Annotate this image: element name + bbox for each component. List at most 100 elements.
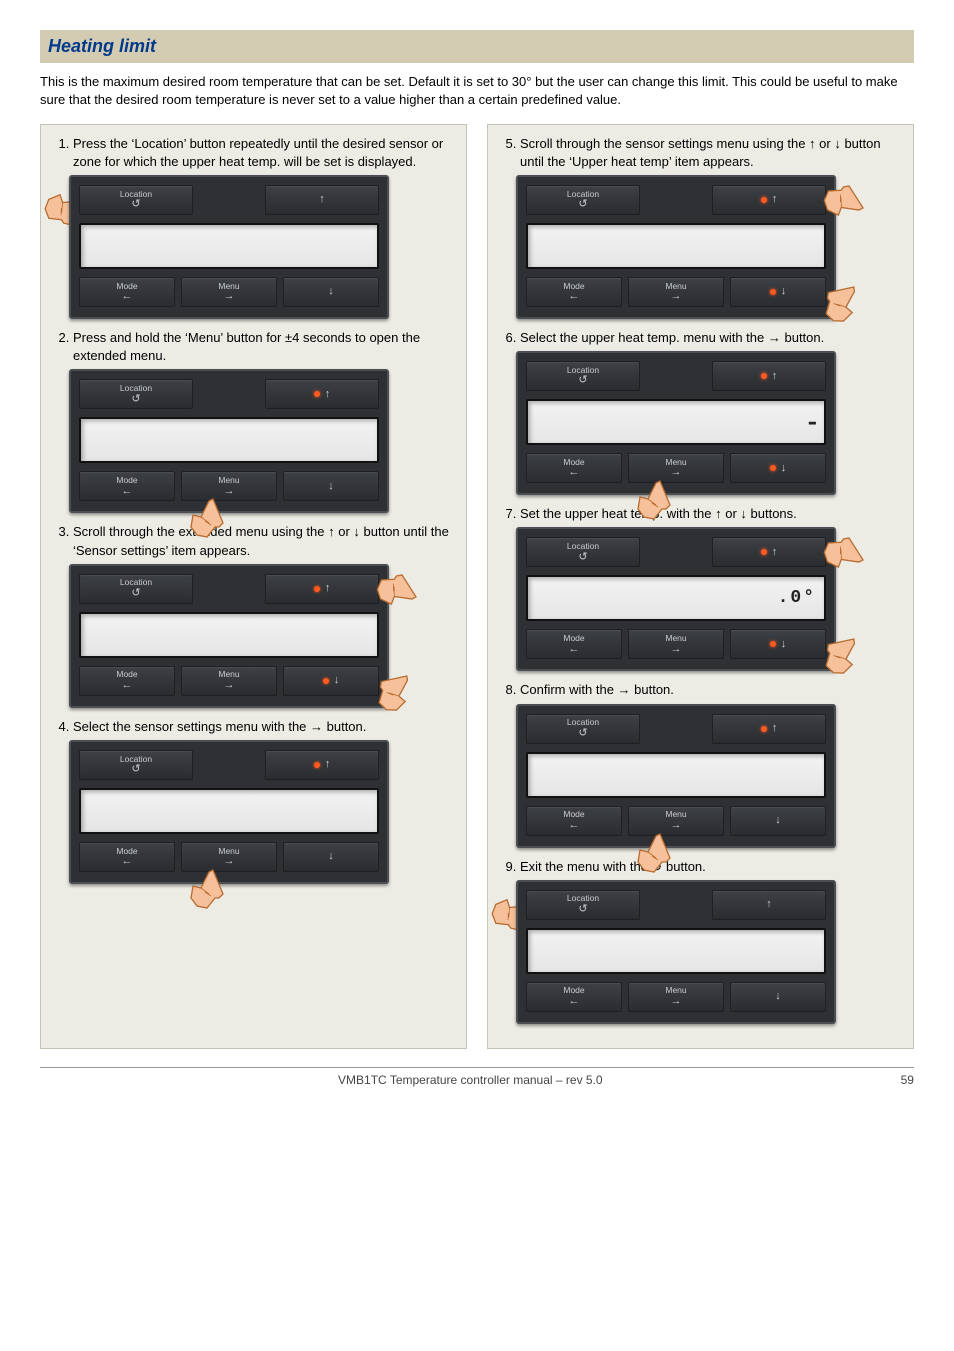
page-footer: VMB1TC Temperature controller manual – r…: [40, 1067, 914, 1089]
location-button[interactable]: Location↺: [526, 361, 640, 391]
down-button[interactable]: ↓: [730, 982, 826, 1012]
down-button[interactable]: ↓: [730, 629, 826, 659]
menu-button[interactable]: Menu→: [628, 453, 724, 483]
up-button[interactable]: ↑: [265, 574, 379, 604]
device-panel: Location↺ ↑ .0° Mode← Menu→ ↓: [516, 527, 836, 671]
lcd-screen: [526, 928, 826, 974]
lcd-screen: [526, 223, 826, 269]
mode-button[interactable]: Mode←: [79, 666, 175, 696]
led-icon: [761, 373, 767, 379]
device-panel: Location↺ ↑ Mode← Menu→ ↓: [69, 175, 389, 319]
lcd-screen: [79, 417, 379, 463]
step-5-text: Scroll through the sensor settings menu …: [520, 135, 903, 171]
down-button[interactable]: ↓: [283, 842, 379, 872]
down-button[interactable]: ↓: [730, 806, 826, 836]
location-button[interactable]: Location↺: [526, 185, 640, 215]
lcd-screen: [79, 788, 379, 834]
up-button[interactable]: ↑: [265, 379, 379, 409]
left-column: Press the ‘Location’ button repeatedly u…: [40, 124, 467, 1049]
step-5: Scroll through the sensor settings menu …: [520, 135, 903, 319]
step-8-text: Confirm with the → button.: [520, 681, 903, 699]
down-button[interactable]: ↓: [730, 277, 826, 307]
mode-button[interactable]: Mode←: [79, 842, 175, 872]
led-icon: [770, 289, 776, 295]
menu-button[interactable]: Menu→: [628, 806, 724, 836]
step-8: Confirm with the → button. Location↺ ↑ M…: [520, 681, 903, 847]
step-9: Exit the menu with the ↺ button. Locatio…: [520, 858, 903, 1024]
device-panel: Location↺ ↑ Mode← Menu→ ↓: [69, 564, 389, 708]
mode-button[interactable]: Mode←: [526, 806, 622, 836]
menu-button[interactable]: Menu→: [628, 629, 724, 659]
intro-text: This is the maximum desired room tempera…: [40, 73, 914, 109]
led-icon: [770, 641, 776, 647]
led-icon: [314, 586, 320, 592]
location-button[interactable]: Location↺: [79, 574, 193, 604]
menu-button[interactable]: Menu→: [181, 666, 277, 696]
up-button[interactable]: ↑: [712, 890, 826, 920]
lcd-screen: [79, 223, 379, 269]
step-6: Select the upper heat temp. menu with th…: [520, 329, 903, 495]
location-button[interactable]: Location↺: [79, 379, 193, 409]
mode-button[interactable]: Mode←: [79, 471, 175, 501]
footer-page: 59: [901, 1072, 914, 1089]
up-button[interactable]: ↑: [265, 185, 379, 215]
led-icon: [761, 197, 767, 203]
step-4: Select the sensor settings menu with the…: [73, 718, 456, 884]
led-icon: [314, 391, 320, 397]
device-panel: Location↺ ↑ Mode← Menu→ ↓: [69, 369, 389, 513]
device-panel: Location↺ ↑ Mode← Menu→ ↓: [516, 880, 836, 1024]
mode-button[interactable]: Mode←: [526, 982, 622, 1012]
lcd-screen: ▬: [526, 399, 826, 445]
led-icon: [770, 465, 776, 471]
up-button[interactable]: ↑: [712, 361, 826, 391]
led-icon: [314, 762, 320, 768]
location-button[interactable]: Location↺: [79, 750, 193, 780]
step-1: Press the ‘Location’ button repeatedly u…: [73, 135, 456, 319]
location-button[interactable]: Location↺: [526, 537, 640, 567]
step-2: Press and hold the ‘Menu’ button for ±4 …: [73, 329, 456, 513]
down-button[interactable]: ↓: [283, 471, 379, 501]
lcd-screen: .0°: [526, 575, 826, 621]
step-9-text: Exit the menu with the ↺ button.: [520, 858, 903, 876]
lcd-dash: ▬: [809, 414, 816, 431]
menu-button[interactable]: Menu→: [181, 842, 277, 872]
menu-button[interactable]: Menu→: [628, 277, 724, 307]
lcd-screen: [79, 612, 379, 658]
led-icon: [761, 726, 767, 732]
step-6-text: Select the upper heat temp. menu with th…: [520, 329, 903, 347]
step-3-text: Scroll through the extended menu using t…: [73, 523, 456, 559]
two-column-layout: Press the ‘Location’ button repeatedly u…: [40, 124, 914, 1049]
step-2-text: Press and hold the ‘Menu’ button for ±4 …: [73, 329, 456, 365]
device-panel: Location↺ ↑ Mode← Menu→ ↓: [69, 740, 389, 884]
mode-button[interactable]: Mode←: [526, 277, 622, 307]
step-1-text: Press the ‘Location’ button repeatedly u…: [73, 135, 456, 171]
down-button[interactable]: ↓: [283, 277, 379, 307]
mode-button[interactable]: Mode←: [526, 629, 622, 659]
right-column: Scroll through the sensor settings menu …: [487, 124, 914, 1049]
footer-center: VMB1TC Temperature controller manual – r…: [338, 1072, 603, 1089]
location-button[interactable]: Location↺: [526, 890, 640, 920]
menu-button[interactable]: Menu→: [628, 982, 724, 1012]
step-4-text: Select the sensor settings menu with the…: [73, 718, 456, 736]
device-panel: Location↺ ↑ ▬ Mode← Menu→ ↓: [516, 351, 836, 495]
up-button[interactable]: ↑: [712, 714, 826, 744]
menu-button[interactable]: Menu→: [181, 277, 277, 307]
down-button[interactable]: ↓: [730, 453, 826, 483]
device-panel: Location↺ ↑ Mode← Menu→ ↓: [516, 704, 836, 848]
mode-button[interactable]: Mode←: [526, 453, 622, 483]
led-icon: [761, 549, 767, 555]
step-7: Set the upper heat temp. with the ↑ or ↓…: [520, 505, 903, 671]
device-panel: Location↺ ↑ Mode← Menu→ ↓: [516, 175, 836, 319]
section-title: Heating limit: [40, 30, 914, 63]
mode-button[interactable]: Mode←: [79, 277, 175, 307]
location-button[interactable]: Location↺: [79, 185, 193, 215]
lcd-screen: [526, 752, 826, 798]
down-button[interactable]: ↓: [283, 666, 379, 696]
location-button[interactable]: Location↺: [526, 714, 640, 744]
step-3: Scroll through the extended menu using t…: [73, 523, 456, 707]
up-button[interactable]: ↑: [712, 185, 826, 215]
led-icon: [323, 678, 329, 684]
up-button[interactable]: ↑: [712, 537, 826, 567]
up-button[interactable]: ↑: [265, 750, 379, 780]
menu-button[interactable]: Menu→: [181, 471, 277, 501]
